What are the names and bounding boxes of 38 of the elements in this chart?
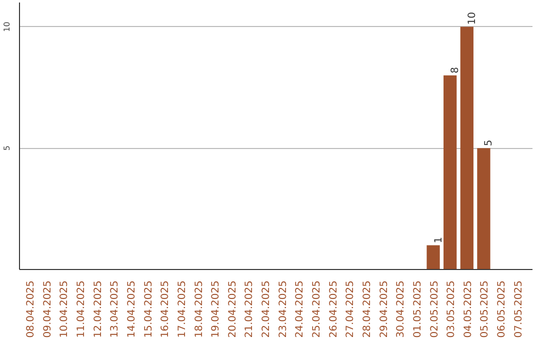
x-tick-label: 02.05.2025 <box>429 280 440 338</box>
x-tick-label: 08.04.2025 <box>26 280 37 338</box>
x-tick-label: 10.04.2025 <box>59 280 70 338</box>
x-tick-label: 19.04.2025 <box>210 280 222 338</box>
bar <box>460 26 474 270</box>
bar <box>426 245 440 270</box>
x-tick-label: 20.04.2025 <box>227 280 238 338</box>
x-tick-label: 24.04.2025 <box>294 280 306 338</box>
x-tick-label: 16.04.2025 <box>160 280 172 338</box>
x-tick-label: 07.05.2025 <box>513 280 524 338</box>
bar <box>477 148 490 270</box>
data-label: 8 <box>450 66 462 74</box>
x-tick-label: 27.04.2025 <box>345 280 356 338</box>
x-tick-label: 09.04.2025 <box>42 280 54 338</box>
x-tick-label: 12.04.2025 <box>92 280 104 338</box>
x-tick-label: 22.04.2025 <box>261 280 272 338</box>
x-tick-label: 04.05.2025 <box>462 280 474 338</box>
x-tick-label: 30.04.2025 <box>396 280 407 338</box>
x-tick-label: 03.05.2025 <box>446 280 458 338</box>
data-label: 1 <box>433 236 444 244</box>
x-tick-label: 26.04.2025 <box>328 280 340 338</box>
data-label: 10 <box>466 12 478 25</box>
x-tick-label: 13.04.2025 <box>110 280 121 338</box>
x-tick-label: 11.04.2025 <box>76 280 88 338</box>
x-tick-label: 29.04.2025 <box>378 280 390 338</box>
x-tick-label: 17.04.2025 <box>176 280 188 338</box>
x-tick-label: 21.04.2025 <box>244 280 256 338</box>
x-tick-label: 14.04.2025 <box>126 280 138 338</box>
x-tick-label: 01.05.2025 <box>412 280 424 338</box>
x-tick-label: 15.04.2025 <box>143 280 154 338</box>
x-tick-label: 25.04.2025 <box>312 280 323 338</box>
data-label: 5 <box>484 140 495 146</box>
x-tick-label: 18.04.2025 <box>194 280 205 338</box>
x-tick-label: 06.05.2025 <box>496 280 508 338</box>
bar <box>444 75 457 270</box>
x-tick-label: 23.04.2025 <box>278 280 289 338</box>
x-tick-label: 28.04.2025 <box>362 280 373 338</box>
x-tick-label: 05.05.2025 <box>480 280 491 338</box>
